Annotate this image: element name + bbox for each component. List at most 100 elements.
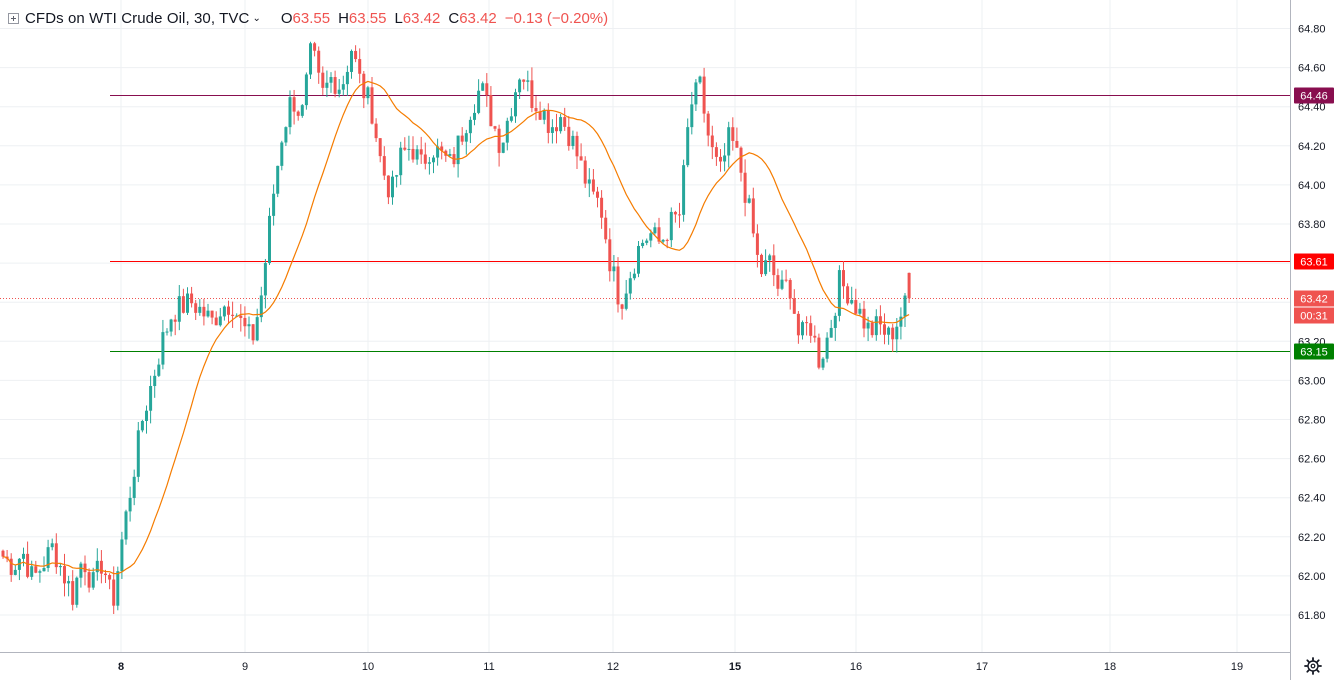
close-value: 63.42 — [459, 9, 497, 27]
candle-body — [153, 375, 157, 387]
candle-body — [284, 127, 288, 143]
price-tick-label: 63.80 — [1298, 219, 1326, 231]
time-axis-labels: 8 9 10 11 12 15 16 17 18 19 — [118, 661, 1243, 673]
candle-body — [26, 553, 30, 577]
price-tick-label: 64.60 — [1298, 63, 1326, 75]
candle-body — [887, 327, 891, 335]
candle-body — [657, 227, 661, 242]
candle-body — [649, 233, 653, 241]
candle-body — [587, 179, 591, 184]
candle-body — [181, 296, 185, 313]
candle-body — [231, 314, 235, 316]
candle-body — [874, 316, 878, 336]
price-tick-label: 64.20 — [1298, 141, 1326, 153]
chevron-down-icon[interactable]: ⌄ — [252, 12, 261, 24]
candle-body — [468, 119, 472, 134]
candle-body — [304, 74, 308, 106]
candle-body — [534, 108, 538, 112]
candle-body — [313, 43, 317, 51]
price-tick-label: 62.00 — [1298, 571, 1326, 583]
high-label: H — [338, 9, 349, 27]
time-tick-label: 11 — [483, 661, 494, 673]
candle-body — [591, 179, 595, 192]
candle-body — [255, 317, 259, 341]
candle-body — [825, 337, 829, 359]
candle-body — [678, 214, 681, 216]
candle-body — [694, 82, 698, 105]
candle-body — [878, 316, 882, 325]
candle-body — [386, 175, 390, 198]
price-tick-label: 62.60 — [1298, 454, 1326, 466]
candle-body — [661, 239, 665, 242]
candle-body — [63, 566, 66, 584]
grid-lines — [0, 0, 1290, 652]
candle-body — [714, 147, 718, 157]
candle-body — [263, 263, 267, 296]
candle-body — [128, 497, 132, 512]
candle-body — [883, 324, 886, 335]
candle-body — [157, 364, 161, 376]
candle-body — [337, 89, 341, 94]
candle-body — [296, 111, 300, 116]
candle-body — [473, 112, 476, 120]
candle-body — [432, 157, 435, 163]
candle-body — [895, 326, 899, 340]
candle-body — [87, 572, 91, 588]
price-badges: 64.46 63.61 63.15 63.42 00:31 — [1294, 87, 1334, 360]
candle-body — [801, 322, 804, 336]
candle-body — [395, 175, 399, 177]
candle-body — [440, 146, 444, 151]
candle-body — [477, 90, 481, 113]
moving-average-series — [2, 80, 910, 575]
candle-body — [686, 127, 690, 166]
candle-body — [202, 306, 206, 317]
candle-body — [747, 198, 751, 203]
candle-body — [1, 550, 5, 557]
candle-body — [645, 240, 649, 243]
candle-body — [575, 135, 579, 157]
candle-body — [497, 128, 501, 153]
candle-body — [608, 239, 612, 272]
countdown-label: 00:31 — [1300, 311, 1328, 323]
candle-body — [222, 306, 226, 317]
candle-body — [821, 358, 825, 368]
candle-body — [419, 149, 423, 155]
time-tick-label: 17 — [976, 661, 988, 673]
plus-square-icon[interactable] — [8, 12, 19, 24]
candle-body — [75, 577, 79, 605]
candle-body — [526, 80, 530, 82]
gear-icon[interactable] — [1303, 656, 1323, 676]
candle-body — [456, 135, 460, 165]
candle-body — [792, 298, 796, 314]
level-badge-label: 63.61 — [1300, 257, 1328, 269]
candle-body — [165, 331, 169, 333]
symbol-title[interactable]: CFDs on WTI Crude Oil, 30, TVC — [25, 9, 250, 27]
candle-body — [366, 87, 370, 99]
candle-body — [218, 316, 222, 326]
candle-body — [563, 117, 567, 127]
candle-body — [829, 327, 833, 338]
candle-body — [300, 105, 304, 116]
candle-body — [391, 176, 394, 198]
candle-body — [436, 146, 440, 158]
candle-body — [653, 227, 657, 234]
candle-body — [682, 165, 686, 215]
candle-body — [850, 300, 854, 304]
candle-body — [91, 572, 95, 588]
candle-body — [665, 239, 669, 241]
candle-body — [641, 242, 645, 246]
candle-body — [776, 275, 780, 289]
candle-body — [120, 539, 124, 572]
candle-body — [169, 319, 173, 332]
time-tick-label: 16 — [850, 661, 862, 673]
price-tick-label: 64.80 — [1298, 24, 1326, 36]
candle-body — [427, 162, 431, 164]
candle-body — [813, 335, 817, 338]
candle-body — [214, 317, 218, 326]
time-tick-label: 12 — [607, 661, 619, 673]
candle-body — [542, 110, 546, 120]
time-tick-label: 8 — [118, 661, 124, 673]
candle-body — [329, 77, 333, 83]
ohlc-values: O63.55 H63.55 L63.42 C63.42 −0.13 (−0.20… — [281, 10, 608, 27]
